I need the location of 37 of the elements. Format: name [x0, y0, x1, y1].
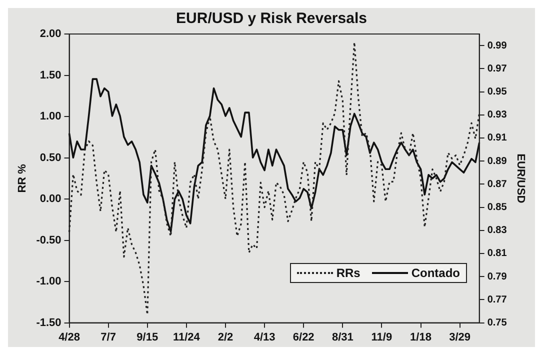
x-tick-label: 9/15 — [136, 331, 158, 344]
x-tick-label: 8/31 — [332, 331, 354, 344]
y2-tick-label: 0.91 — [487, 132, 508, 144]
x-tick-label: 7/7 — [100, 331, 116, 344]
y-tick-label: 0.50 — [40, 152, 62, 164]
y2-tick-label: 0.79 — [487, 271, 508, 282]
x-tick-label: 11/24 — [172, 331, 201, 344]
y2-tick-label: 0.99 — [487, 40, 508, 52]
chart-title: EUR/USD y Risk Reversals — [176, 10, 367, 28]
y-tick-label: 0.00 — [40, 193, 62, 206]
x-tick-label: 1/18 — [410, 331, 432, 344]
legend-label: RRs — [336, 266, 360, 280]
x-tick-label: 4/13 — [254, 331, 276, 344]
legend-label: Contado — [411, 266, 460, 280]
y-tick-label: -1.00 — [36, 276, 62, 288]
x-tick-label: 4/28 — [58, 331, 80, 344]
y2-tick-label: 0.95 — [487, 86, 508, 98]
x-tick-label: 2/2 — [218, 331, 234, 344]
y2-tick-label: 0.87 — [487, 178, 508, 190]
y-axis-title: RR % — [16, 164, 29, 193]
y2-tick-label: 0.89 — [487, 156, 508, 167]
y-tick-label: 2.00 — [40, 28, 62, 40]
y-tick-label: 1.50 — [40, 69, 62, 82]
y2-tick-label: 0.75 — [487, 318, 508, 329]
y2-tick-label: 0.97 — [487, 63, 508, 74]
y2-axis-title: EUR/USD — [514, 154, 526, 204]
x-tick-label: 3/29 — [449, 331, 471, 344]
y2-tick-label: 0.77 — [487, 294, 508, 306]
x-tick-label: 11/9 — [371, 331, 392, 344]
x-tick-label: 6/22 — [292, 331, 314, 344]
y-tick-label: -0.50 — [36, 234, 62, 246]
y2-tick-label: 0.85 — [487, 202, 508, 214]
y-tick-label: -1.50 — [36, 316, 62, 329]
y2-tick-label: 0.83 — [487, 225, 508, 236]
y2-tick-label: 0.81 — [487, 248, 508, 260]
y2-tick-label: 0.93 — [487, 110, 508, 121]
y-tick-label: 1.00 — [40, 110, 62, 123]
